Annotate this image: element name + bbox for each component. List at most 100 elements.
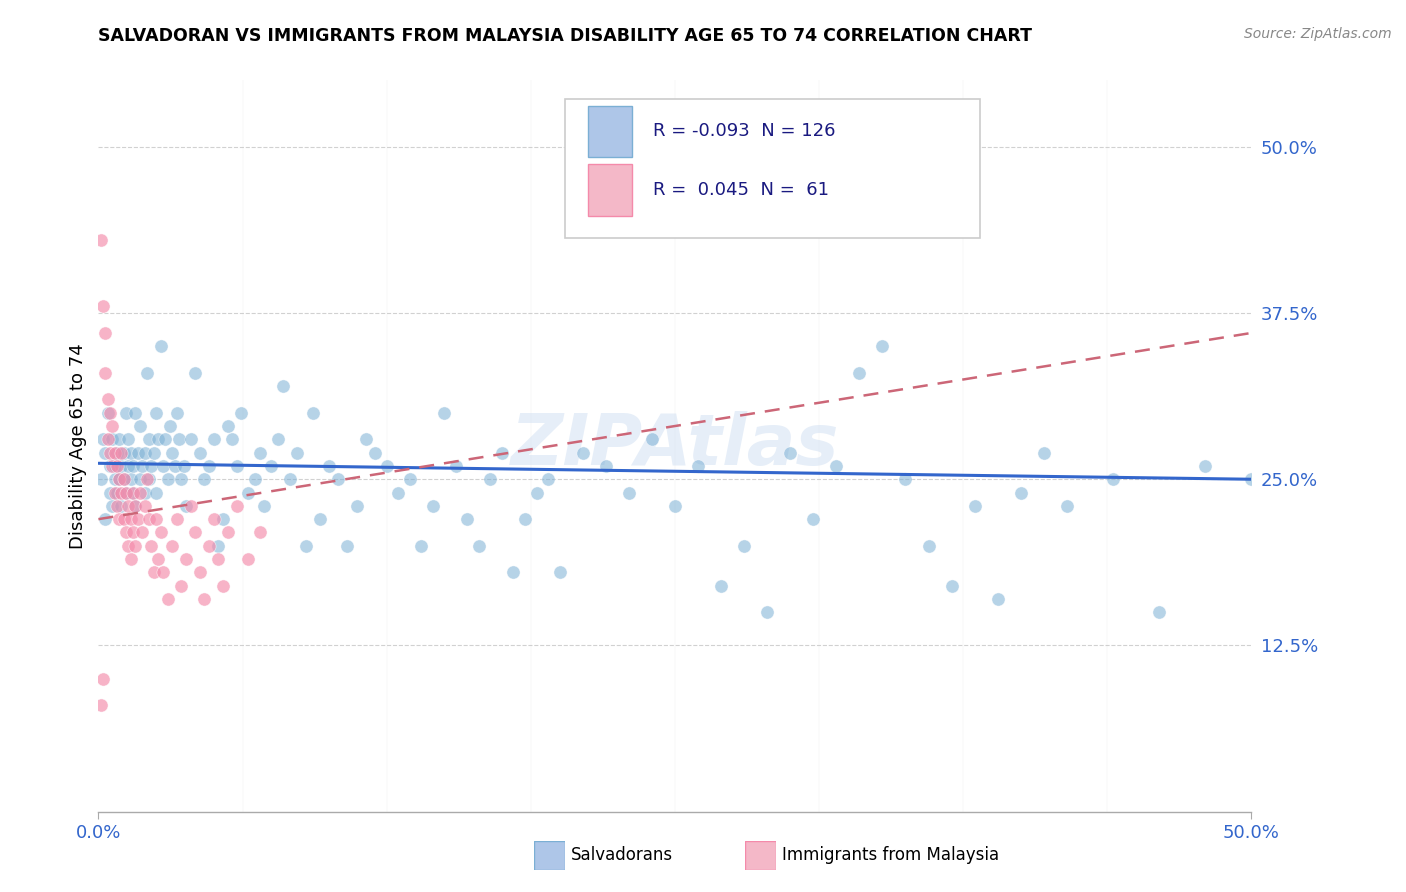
Point (105, 485, 128, 500)
Point (733, 539, 755, 553)
Y-axis label: Disability Age 65 to 74: Disability Age 65 to 74 (69, 343, 87, 549)
Point (117, 458, 139, 473)
Point (217, 525, 239, 540)
Point (134, 485, 156, 500)
Point (149, 525, 172, 540)
Point (103, 445, 125, 459)
Point (202, 433, 225, 447)
Point (245, 472, 267, 486)
Point (112, 512, 135, 526)
Point (112, 472, 135, 486)
Point (97, 392, 120, 407)
Point (170, 579, 193, 593)
Text: ZIPAtlas: ZIPAtlas (510, 411, 839, 481)
Point (103, 472, 125, 486)
Point (166, 406, 188, 420)
Point (152, 566, 174, 580)
Point (120, 472, 142, 486)
Point (180, 499, 202, 513)
Point (124, 499, 146, 513)
Point (1102, 472, 1125, 486)
Point (94, 366, 117, 380)
Point (108, 472, 131, 486)
Point (160, 445, 183, 459)
Point (110, 458, 132, 473)
Point (156, 472, 179, 486)
Point (134, 445, 156, 459)
Point (124, 499, 146, 513)
Point (941, 579, 963, 593)
Point (120, 552, 142, 566)
Point (108, 433, 131, 447)
Point (105, 445, 128, 459)
Point (145, 485, 167, 500)
Bar (588, 164, 633, 216)
Point (94, 445, 117, 459)
Point (138, 472, 160, 486)
Point (110, 445, 132, 459)
Point (318, 458, 340, 473)
Point (595, 458, 617, 473)
Point (537, 472, 560, 486)
Point (398, 472, 420, 486)
Point (188, 566, 211, 580)
Point (138, 512, 160, 526)
Point (231, 406, 253, 420)
Point (129, 485, 152, 500)
Point (91, 672, 114, 686)
Point (134, 499, 156, 513)
Point (491, 445, 513, 459)
Point (184, 525, 207, 540)
Point (117, 433, 139, 447)
Point (115, 406, 138, 420)
Point (1032, 445, 1054, 459)
Point (260, 458, 283, 473)
Point (101, 458, 124, 473)
Point (124, 406, 146, 420)
Point (170, 472, 193, 486)
Point (120, 512, 142, 526)
Point (127, 445, 149, 459)
Point (295, 539, 318, 553)
Point (917, 539, 939, 553)
Point (110, 485, 132, 500)
Point (141, 539, 163, 553)
Point (444, 458, 467, 473)
Point (122, 485, 145, 500)
Point (129, 419, 152, 434)
Point (98, 406, 121, 420)
Point (135, 472, 157, 486)
Point (90, 233, 112, 247)
Text: R = -0.093  N = 126: R = -0.093 N = 126 (652, 122, 835, 140)
Point (387, 485, 409, 500)
Point (131, 525, 153, 540)
Text: Source: ZipAtlas.com: Source: ZipAtlas.com (1244, 27, 1392, 41)
Point (94, 326, 117, 340)
Text: Salvadorans: Salvadorans (571, 847, 673, 864)
Point (131, 458, 153, 473)
Point (756, 605, 779, 619)
Point (103, 458, 125, 473)
Point (271, 379, 294, 393)
Point (710, 579, 733, 593)
Point (238, 485, 260, 500)
Point (148, 552, 170, 566)
Point (98, 445, 121, 459)
Point (142, 566, 165, 580)
Point (278, 472, 301, 486)
Point (105, 499, 128, 513)
Point (801, 113, 824, 128)
Point (145, 512, 167, 526)
Point (108, 512, 131, 526)
Point (174, 552, 197, 566)
Point (571, 445, 593, 459)
Point (422, 499, 444, 513)
Point (120, 445, 142, 459)
Point (894, 472, 917, 486)
Point (225, 458, 247, 473)
Point (526, 485, 548, 500)
Point (193, 472, 215, 486)
Point (253, 499, 276, 513)
Text: SALVADORAN VS IMMIGRANTS FROM MALAYSIA DISABILITY AGE 65 TO 74 CORRELATION CHART: SALVADORAN VS IMMIGRANTS FROM MALAYSIA D… (98, 27, 1032, 45)
Point (163, 458, 186, 473)
